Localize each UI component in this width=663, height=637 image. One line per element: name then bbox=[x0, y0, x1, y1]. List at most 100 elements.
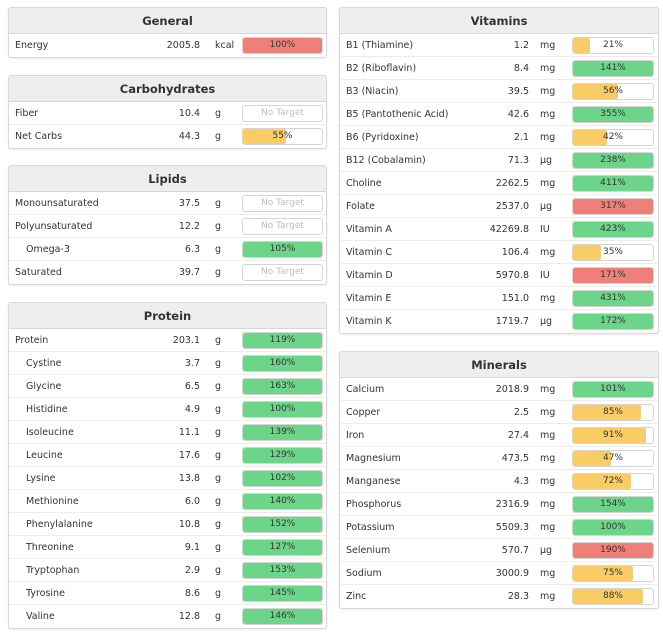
target-percent-label: 119% bbox=[269, 335, 296, 345]
target-progress-bar: 100% bbox=[572, 519, 654, 536]
nutrient-amount: 2.5 bbox=[513, 407, 529, 418]
nutrient-row-cystine[interactable]: Cystine 3.7 g 160% bbox=[9, 352, 326, 375]
nutrient-row-lysine[interactable]: Lysine 13.8 g 102% bbox=[9, 467, 326, 490]
target-percent-label: 423% bbox=[600, 224, 626, 234]
nutrient-row-valine[interactable]: Valine 12.8 g 146% bbox=[9, 605, 326, 628]
nutrient-row-calcium[interactable]: Calcium 2018.9 mg 101% bbox=[340, 378, 658, 401]
nutrient-name: Methionine bbox=[26, 496, 79, 507]
nutrient-name: Folate bbox=[346, 201, 375, 212]
nutrient-amount: 10.4 bbox=[178, 108, 200, 119]
target-progress-fill bbox=[573, 176, 653, 191]
nutrient-name: Net Carbs bbox=[15, 131, 63, 142]
nutrient-name: Sodium bbox=[346, 568, 382, 579]
lipids-panel: Lipids Monounsaturated 37.5 g No Target Polyu… bbox=[8, 165, 327, 285]
nutrient-row-tyrosine[interactable]: Tyrosine 8.6 g 145% bbox=[9, 582, 326, 605]
target-progress-bar: 47% bbox=[572, 450, 654, 467]
nutrient-row-choline[interactable]: Choline 2262.5 mg 411% bbox=[340, 172, 658, 195]
nutrient-row-energy[interactable]: Energy 2005.8 kcal 100% bbox=[9, 34, 326, 57]
nutrient-row-net-carbs[interactable]: Net Carbs 44.3 g 55% bbox=[9, 125, 326, 148]
nutrient-row-isoleucine[interactable]: Isoleucine 11.1 g 139% bbox=[9, 421, 326, 444]
target-progress-bar: 101% bbox=[572, 381, 654, 398]
nutrient-row-zinc[interactable]: Zinc 28.3 mg 88% bbox=[340, 585, 658, 608]
nutrient-amount: 17.6 bbox=[178, 450, 200, 461]
target-percent-label: 140% bbox=[269, 496, 296, 506]
nutrient-amount: 1719.7 bbox=[495, 316, 529, 327]
nutrient-row-b12-cobalamin[interactable]: B12 (Cobalamin) 71.3 μg 238% bbox=[340, 149, 658, 172]
nutrient-row-phosphorus[interactable]: Phosphorus 2316.9 mg 154% bbox=[340, 493, 658, 516]
nutrient-amount: 4.3 bbox=[513, 476, 529, 487]
target-percent-label: 129% bbox=[269, 450, 296, 460]
target-progress-fill bbox=[573, 130, 607, 145]
target-percent-label: 154% bbox=[600, 499, 626, 509]
nutrient-row-magnesium[interactable]: Magnesium 473.5 mg 47% bbox=[340, 447, 658, 470]
nutrient-amount: 39.5 bbox=[507, 86, 529, 97]
nutrient-amount: 4.9 bbox=[184, 404, 200, 415]
target-progress-bar: 72% bbox=[572, 473, 654, 490]
nutrient-row-iron[interactable]: Iron 27.4 mg 91% bbox=[340, 424, 658, 447]
nutrient-amount: 42269.8 bbox=[489, 224, 529, 235]
nutrient-row-tryptophan[interactable]: Tryptophan 2.9 g 153% bbox=[9, 559, 326, 582]
nutrient-row-manganese[interactable]: Manganese 4.3 mg 72% bbox=[340, 470, 658, 493]
target-percent-label: 141% bbox=[600, 63, 626, 73]
nutrient-row-b2-riboflavin[interactable]: B2 (Riboflavin) 8.4 mg 141% bbox=[340, 57, 658, 80]
nutrient-row-polyunsaturated[interactable]: Polyunsaturated 12.2 g No Target bbox=[9, 215, 326, 238]
nutrient-row-sodium[interactable]: Sodium 3000.9 mg 75% bbox=[340, 562, 658, 585]
target-progress-fill bbox=[243, 540, 322, 555]
nutrient-row-threonine[interactable]: Threonine 9.1 g 127% bbox=[9, 536, 326, 559]
nutrient-amount: 12.2 bbox=[178, 221, 200, 232]
panel-title: General bbox=[9, 8, 326, 34]
nutrient-row-leucine[interactable]: Leucine 17.6 g 129% bbox=[9, 444, 326, 467]
target-progress-fill bbox=[573, 382, 653, 397]
nutrient-unit: g bbox=[215, 221, 222, 232]
target-percent-label: 127% bbox=[269, 542, 296, 552]
nutrient-row-methionine[interactable]: Methionine 6.0 g 140% bbox=[9, 490, 326, 513]
nutrient-row-vitamin-d[interactable]: Vitamin D 5970.8 IU 171% bbox=[340, 264, 658, 287]
nutrient-row-b5-pantothenic-acid[interactable]: B5 (Pantothenic Acid) 42.6 mg 355% bbox=[340, 103, 658, 126]
nutrient-row-vitamin-k[interactable]: Vitamin K 1719.7 μg 172% bbox=[340, 310, 658, 333]
nutrient-name: B1 (Thiamine) bbox=[346, 40, 414, 51]
nutrient-row-copper[interactable]: Copper 2.5 mg 85% bbox=[340, 401, 658, 424]
nutrient-name: Saturated bbox=[15, 267, 62, 278]
nutrient-row-selenium[interactable]: Selenium 570.7 μg 190% bbox=[340, 539, 658, 562]
target-progress-bar: 85% bbox=[572, 404, 654, 421]
nutrient-row-vitamin-c[interactable]: Vitamin C 106.4 mg 35% bbox=[340, 241, 658, 264]
nutrient-row-folate[interactable]: Folate 2537.0 μg 317% bbox=[340, 195, 658, 218]
nutrient-amount: 28.3 bbox=[507, 591, 529, 602]
nutrient-row-protein[interactable]: Protein 203.1 g 119% bbox=[9, 329, 326, 352]
nutrient-unit: g bbox=[215, 565, 222, 576]
nutrient-row-b3-niacin[interactable]: B3 (Niacin) 39.5 mg 56% bbox=[340, 80, 658, 103]
nutrient-amount: 71.3 bbox=[507, 155, 529, 166]
target-progress-fill bbox=[243, 333, 322, 348]
nutrient-name: Monounsaturated bbox=[15, 198, 99, 209]
nutrient-name: Valine bbox=[26, 611, 55, 622]
nutrient-row-glycine[interactable]: Glycine 6.5 g 163% bbox=[9, 375, 326, 398]
vitamins-panel: Vitamins B1 (Thiamine) 1.2 mg 21% B2 (Ribofla… bbox=[339, 7, 659, 334]
nutrient-name: Potassium bbox=[346, 522, 395, 533]
nutrient-row-histidine[interactable]: Histidine 4.9 g 100% bbox=[9, 398, 326, 421]
nutrient-amount: 37.5 bbox=[178, 198, 200, 209]
panel-title: Minerals bbox=[340, 352, 658, 378]
nutrient-row-saturated[interactable]: Saturated 39.7 g No Target bbox=[9, 261, 326, 284]
target-progress-bar: 140% bbox=[242, 493, 323, 510]
nutrient-row-fiber[interactable]: Fiber 10.4 g No Target bbox=[9, 102, 326, 125]
nutrient-row-vitamin-a[interactable]: Vitamin A 42269.8 IU 423% bbox=[340, 218, 658, 241]
nutrient-amount: 3000.9 bbox=[495, 568, 529, 579]
target-progress-bar: 139% bbox=[242, 424, 323, 441]
nutrient-row-phenylalanine[interactable]: Phenylalanine 10.8 g 152% bbox=[9, 513, 326, 536]
nutrient-row-b1-thiamine[interactable]: B1 (Thiamine) 1.2 mg 21% bbox=[340, 34, 658, 57]
target-percent-label: 431% bbox=[600, 293, 626, 303]
nutrient-name: Vitamin C bbox=[346, 247, 393, 258]
target-percent-label: 100% bbox=[269, 40, 296, 50]
target-progress-bar: No Target bbox=[242, 105, 323, 122]
nutrient-row-vitamin-e[interactable]: Vitamin E 151.0 mg 431% bbox=[340, 287, 658, 310]
nutrient-row-b6-pyridoxine[interactable]: B6 (Pyridoxine) 2.1 mg 42% bbox=[340, 126, 658, 149]
panel-title: Protein bbox=[9, 303, 326, 329]
target-progress-fill bbox=[243, 242, 322, 257]
nutrient-amount: 2.1 bbox=[513, 132, 529, 143]
target-percent-label: 152% bbox=[269, 519, 296, 529]
nutrient-amount: 106.4 bbox=[501, 247, 529, 258]
nutrient-row-monounsaturated[interactable]: Monounsaturated 37.5 g No Target bbox=[9, 192, 326, 215]
nutrient-row-omega-3[interactable]: Omega-3 6.3 g 105% bbox=[9, 238, 326, 261]
nutrient-row-potassium[interactable]: Potassium 5509.3 mg 100% bbox=[340, 516, 658, 539]
nutrient-unit: g bbox=[215, 244, 222, 255]
